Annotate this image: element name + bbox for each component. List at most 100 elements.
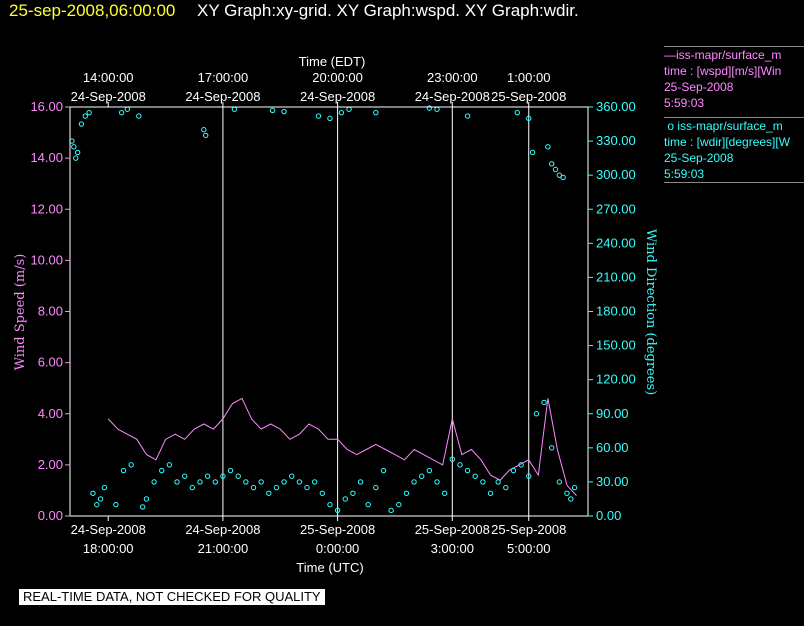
- legend-speed-var: time : [wspd][m/s][Win: [664, 64, 782, 78]
- wind-direction-point: [243, 479, 249, 485]
- left-tick-label: 14.00: [30, 150, 63, 165]
- wind-direction-point: [281, 479, 287, 485]
- bottom-tick-date: 25-Sep-2008: [415, 522, 490, 537]
- top-axis-title: Time (EDT): [299, 54, 366, 69]
- wind-direction-point: [311, 479, 318, 485]
- wind-direction-point: [101, 484, 108, 491]
- legend-speed-name-text: iss-mapr/surface_m: [676, 48, 782, 62]
- wind-direction-point: [113, 501, 119, 508]
- bottom-tick-time: 18:00:00: [83, 541, 134, 556]
- wind-direction-point: [269, 107, 276, 114]
- bottom-axis-title: Time (UTC): [296, 560, 363, 575]
- wind-direction-point: [514, 109, 520, 116]
- wind-direction-point: [212, 479, 218, 485]
- right-tick-label: 240.00: [596, 235, 636, 250]
- right-tick-label: 30.00: [596, 474, 629, 489]
- wind-direction-point: [273, 484, 280, 491]
- left-tick-label: 2.00: [38, 457, 63, 472]
- wind-direction-point: [526, 473, 532, 479]
- left-tick-label: 12.00: [30, 201, 63, 216]
- legend-entry-speed: —iss-mapr/surface_m time : [wspd][m/s][W…: [664, 46, 804, 196]
- wind-direction-point: [441, 490, 448, 496]
- wind-direction-point: [342, 496, 348, 502]
- bottom-tick-time: 21:00:00: [198, 541, 249, 556]
- wind-direction-point: [373, 484, 379, 491]
- wind-direction-point: [235, 473, 241, 479]
- wind-direction-point: [548, 445, 555, 451]
- left-axis-title: Wind Speed (m/s): [13, 254, 28, 371]
- right-tick-label: 120.00: [596, 372, 636, 387]
- bottom-tick-date: 24-Sep-2008: [71, 522, 146, 537]
- wind-direction-point: [319, 490, 326, 496]
- wind-direction-point: [227, 467, 234, 474]
- top-tick-date: 24-Sep-2008: [415, 89, 490, 104]
- wind-direction-point: [568, 496, 574, 502]
- wind-direction-point: [136, 113, 142, 119]
- wind-direction-point: [548, 161, 555, 167]
- right-tick-label: 150.00: [596, 338, 636, 353]
- legend-direction-name-text: iss-mapr/surface_m: [677, 119, 783, 133]
- wind-direction-point: [449, 456, 455, 462]
- wind-direction-point: [266, 490, 272, 496]
- right-tick-label: 180.00: [596, 304, 636, 319]
- right-tick-label: 0.00: [596, 508, 621, 523]
- wind-direction-point: [464, 113, 471, 119]
- right-tick-label: 300.00: [596, 167, 636, 182]
- wind-direction-point: [346, 106, 352, 112]
- right-tick-label: 210.00: [596, 269, 636, 284]
- top-tick-time: 1:00:00: [507, 70, 550, 85]
- wind-direction-point: [174, 479, 180, 485]
- right-axis-title: Wind Direction (degrees): [643, 229, 658, 395]
- top-tick-time: 20:00:00: [312, 70, 363, 85]
- header-date-time: 25-sep-2008,06:00:00: [9, 1, 176, 20]
- bottom-tick-time: 5:00:00: [507, 541, 550, 556]
- quality-notice: REAL-TIME DATA, NOT CHECKED FOR QUALITY: [19, 589, 325, 605]
- legend-speed-time: 5:59:03: [664, 96, 705, 110]
- wind-direction-point: [86, 109, 92, 116]
- wind-direction-point: [204, 473, 211, 479]
- wind-direction-point: [388, 507, 394, 514]
- wind-direction-point: [304, 484, 310, 491]
- wind-direction-point: [120, 467, 127, 474]
- wind-direction-point: [159, 467, 165, 474]
- left-tick-label: 6.00: [38, 355, 63, 370]
- wind-direction-point: [518, 462, 524, 468]
- right-tick-label: 330.00: [596, 133, 636, 148]
- wind-direction-point: [220, 473, 226, 479]
- bottom-tick-date: 24-Sep-2008: [185, 522, 260, 537]
- wind-direction-point: [82, 113, 88, 119]
- bottom-tick-date: 25-Sep-2008: [300, 522, 375, 537]
- wind-direction-point: [139, 504, 146, 510]
- legend-speed-name: —iss-mapr/surface_m: [664, 46, 804, 63]
- wind-direction-point: [357, 479, 364, 485]
- wind-direction-point: [118, 109, 125, 116]
- wind-direction-point: [197, 479, 203, 485]
- wind-direction-point: [97, 496, 104, 502]
- wind-direction-point: [434, 106, 440, 112]
- wind-direction-point: [380, 467, 387, 474]
- wind-direction-point: [560, 174, 566, 181]
- wind-direction-point: [128, 462, 134, 468]
- wind-direction-point: [556, 172, 563, 178]
- top-tick-date: 25-Sep-2008: [491, 89, 566, 104]
- top-tick-time: 14:00:00: [83, 70, 134, 85]
- wind-direction-point: [457, 462, 463, 468]
- wind-direction-point: [541, 399, 547, 406]
- wind-direction-point: [315, 113, 322, 119]
- wind-direction-point: [529, 149, 536, 156]
- right-tick-label: 270.00: [596, 201, 636, 216]
- left-tick-label: 16.00: [30, 99, 63, 114]
- legend-direction-var: time : [wdir][degrees][W: [664, 135, 791, 149]
- wind-direction-point: [403, 490, 410, 496]
- wind-direction-point: [289, 473, 295, 479]
- wind-direction-point: [495, 479, 501, 485]
- wind-direction-point: [250, 484, 257, 491]
- plot-frame: [69, 106, 589, 517]
- wind-direction-point: [426, 105, 433, 111]
- wind-direction-point: [296, 479, 303, 485]
- wind-direction-point: [545, 144, 551, 150]
- wind-speed-line: [107, 397, 577, 496]
- left-tick-label: 10.00: [30, 252, 63, 267]
- wind-direction-point: [526, 115, 532, 122]
